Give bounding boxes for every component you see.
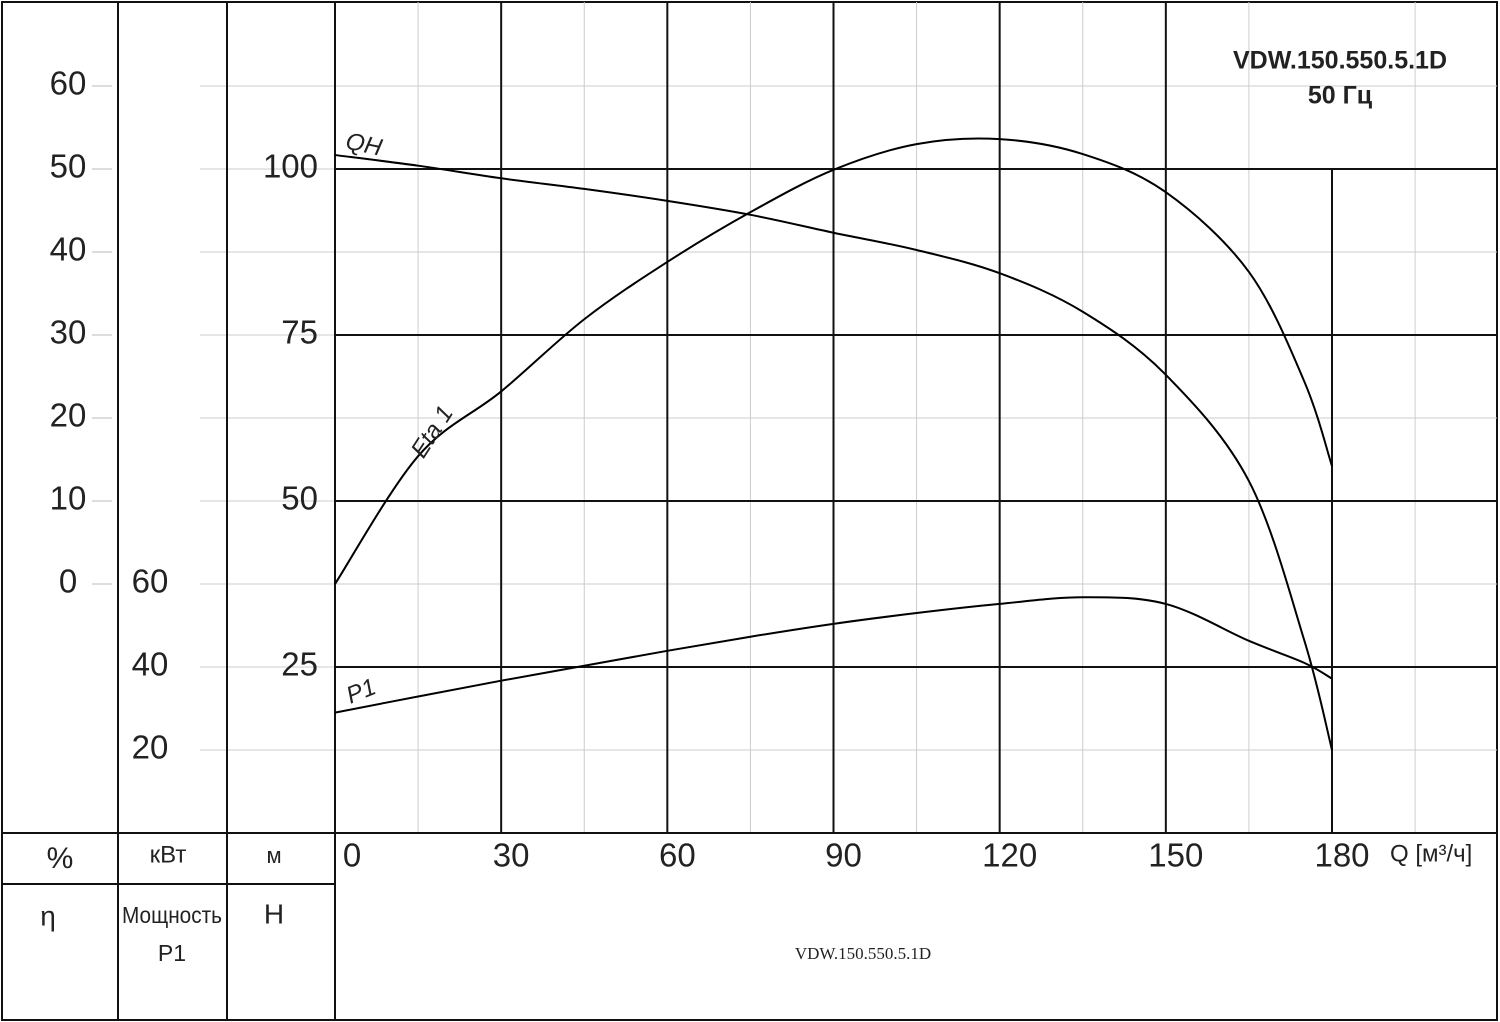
axis-unit: м [266, 843, 281, 868]
y2-tick-label: 40 [50, 231, 87, 268]
axis-label: P1 [158, 940, 186, 966]
y3-tick-label: 40 [132, 646, 169, 683]
x-tick-label: 60 [659, 837, 696, 874]
x-tick-label: 150 [1148, 837, 1203, 874]
y2-tick-label: 60 [50, 65, 87, 102]
series-line [334, 596, 1333, 714]
footer: VDW.150.550.5.1D [795, 944, 931, 963]
y2-tick-label: 10 [50, 480, 87, 517]
y-tick-label: 50 [281, 480, 318, 517]
y-tick-label: 100 [263, 148, 318, 185]
chart-title: VDW.150.550.5.1D [1233, 47, 1447, 75]
chart-subtitle: 50 Гц [1308, 82, 1373, 110]
x-tick-label: 0 [343, 837, 361, 874]
axis-label: η [40, 900, 56, 931]
y3-tick-label: 20 [132, 729, 169, 766]
axis-unit: кВт [150, 841, 187, 868]
x-axis-label: Q [м³/ч] [1390, 840, 1472, 867]
y3-tick-label: 60 [132, 563, 169, 600]
y2-tick-label: 20 [50, 397, 87, 434]
y-tick-label: 25 [281, 646, 318, 683]
x-tick-label: 90 [825, 837, 862, 874]
axis-unit: % [47, 842, 74, 875]
y-tick-label: 75 [281, 314, 318, 351]
series-line [334, 154, 1333, 751]
series-line [334, 137, 1333, 585]
y2-tick-label: 50 [50, 148, 87, 185]
x-tick-label: 120 [982, 837, 1037, 874]
x-tick-label: 30 [493, 837, 530, 874]
y2-tick-label: 0 [59, 563, 77, 600]
series-label: Eta 1 [406, 401, 459, 463]
axis-label: Мощность [122, 902, 222, 928]
grid [200, 2, 1497, 833]
y2-tick-label: 30 [50, 314, 87, 351]
x-tick-label: 180 [1314, 837, 1369, 874]
axis-label: H [264, 898, 284, 929]
